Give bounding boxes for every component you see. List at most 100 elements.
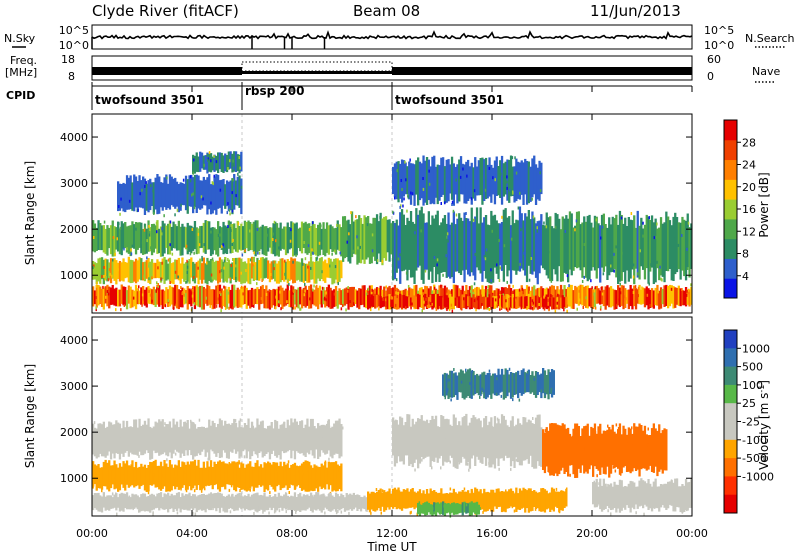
heatmap-cell xyxy=(111,424,114,454)
heatmap-cell xyxy=(204,487,206,491)
heatmap-cell xyxy=(414,231,416,235)
heatmap-cell xyxy=(236,427,239,452)
heatmap-cell xyxy=(199,285,202,308)
heatmap-cell xyxy=(144,223,146,227)
heatmap-cell xyxy=(102,421,105,457)
heatmap-cell xyxy=(348,511,350,515)
colorbar-swatch xyxy=(724,494,737,514)
heatmap-cell xyxy=(287,278,289,282)
heatmap-cell xyxy=(469,382,471,385)
heatmap-cell xyxy=(388,488,391,510)
heatmap-cell xyxy=(500,155,504,205)
heatmap-cell xyxy=(311,495,313,499)
heatmap-cell xyxy=(658,424,661,472)
heatmap-cell xyxy=(118,205,120,208)
heatmap-cell xyxy=(379,488,382,511)
heatmap-cell xyxy=(176,208,179,212)
heatmap-cell xyxy=(208,457,211,461)
heatmap-cell xyxy=(526,370,529,374)
heatmap-cell xyxy=(225,226,229,254)
heatmap-cell xyxy=(442,297,445,310)
heatmap-cell xyxy=(508,216,511,271)
heatmap-cell xyxy=(167,492,170,513)
heatmap-cell xyxy=(570,213,573,276)
heatmap-cell xyxy=(367,491,370,510)
heatmap-cell xyxy=(488,421,491,468)
heatmap-cell xyxy=(145,181,147,185)
heatmap-cell xyxy=(461,220,464,271)
heatmap-cell xyxy=(136,495,139,510)
cpid-label: CPID xyxy=(6,89,35,102)
heatmap-cell xyxy=(463,212,466,283)
heatmap-cell xyxy=(424,269,427,273)
heatmap-cell xyxy=(313,467,316,471)
heatmap-cell xyxy=(540,427,543,467)
heatmap-cell xyxy=(590,426,593,466)
heatmap-cell xyxy=(643,288,647,308)
cpid-segment-1: twofsound 3501 xyxy=(95,93,204,107)
heatmap-cell xyxy=(193,465,195,469)
heatmap-cell xyxy=(511,156,514,160)
heatmap-cell xyxy=(290,495,293,511)
heatmap-cell xyxy=(229,180,232,211)
heatmap-cell xyxy=(450,156,454,200)
heatmap-cell xyxy=(120,434,122,438)
heatmap-cell xyxy=(230,264,233,267)
heatmap-cell xyxy=(602,430,605,474)
heatmap-cell xyxy=(522,294,525,309)
heatmap-cell xyxy=(277,300,280,304)
heatmap-cell xyxy=(473,385,476,389)
heatmap-cell xyxy=(535,450,537,454)
heatmap-cell xyxy=(157,284,159,288)
heatmap-cell xyxy=(547,369,550,400)
heatmap-cell xyxy=(292,258,295,284)
heatmap-cell xyxy=(249,289,252,309)
heatmap-cell xyxy=(397,257,400,261)
heatmap-cell xyxy=(359,218,363,264)
heatmap-cell xyxy=(120,284,123,304)
heatmap-cell xyxy=(331,252,333,256)
heatmap-cell xyxy=(158,176,161,214)
heatmap-cell xyxy=(439,305,442,309)
heatmap-cell xyxy=(302,262,304,266)
heatmap-cell xyxy=(443,372,447,397)
y-tick-label: 2000 xyxy=(60,223,88,236)
heatmap-cell xyxy=(395,291,397,295)
heatmap-cell xyxy=(488,372,491,395)
heatmap-cell xyxy=(137,503,139,507)
heatmap-cell xyxy=(120,428,123,454)
heatmap-cell xyxy=(467,218,470,275)
heatmap-cell xyxy=(595,218,597,222)
heatmap-cell xyxy=(619,282,621,286)
heatmap-cell xyxy=(637,294,639,298)
heatmap-cell xyxy=(550,369,554,398)
heatmap-cell xyxy=(431,423,434,427)
heatmap-cell xyxy=(134,419,138,455)
heatmap-cell xyxy=(427,159,430,201)
heatmap-cell xyxy=(591,286,593,290)
heatmap-cell xyxy=(540,286,543,307)
heatmap-cell xyxy=(409,211,413,278)
heatmap-cell xyxy=(512,191,514,195)
heatmap-cell xyxy=(281,258,284,281)
heatmap-cell xyxy=(427,449,430,453)
heatmap-cell xyxy=(215,174,218,215)
heatmap-cell xyxy=(153,212,155,215)
heatmap-cell xyxy=(195,465,198,490)
heatmap-cell xyxy=(602,289,605,307)
heatmap-cell xyxy=(202,257,205,280)
heatmap-cell xyxy=(452,297,455,308)
heatmap-cell xyxy=(268,495,272,508)
heatmap-cell xyxy=(543,225,547,270)
heatmap-cell xyxy=(659,433,663,470)
heatmap-cell xyxy=(334,464,336,468)
heatmap-cell xyxy=(470,391,472,395)
heatmap-cell xyxy=(297,424,300,453)
heatmap-cell xyxy=(198,418,201,422)
heatmap-cell xyxy=(204,220,207,254)
heatmap-cell xyxy=(450,303,453,307)
heatmap-cell xyxy=(515,424,518,458)
heatmap-cell xyxy=(115,260,118,285)
heatmap-cell xyxy=(663,428,666,471)
heatmap-cell xyxy=(100,257,104,280)
